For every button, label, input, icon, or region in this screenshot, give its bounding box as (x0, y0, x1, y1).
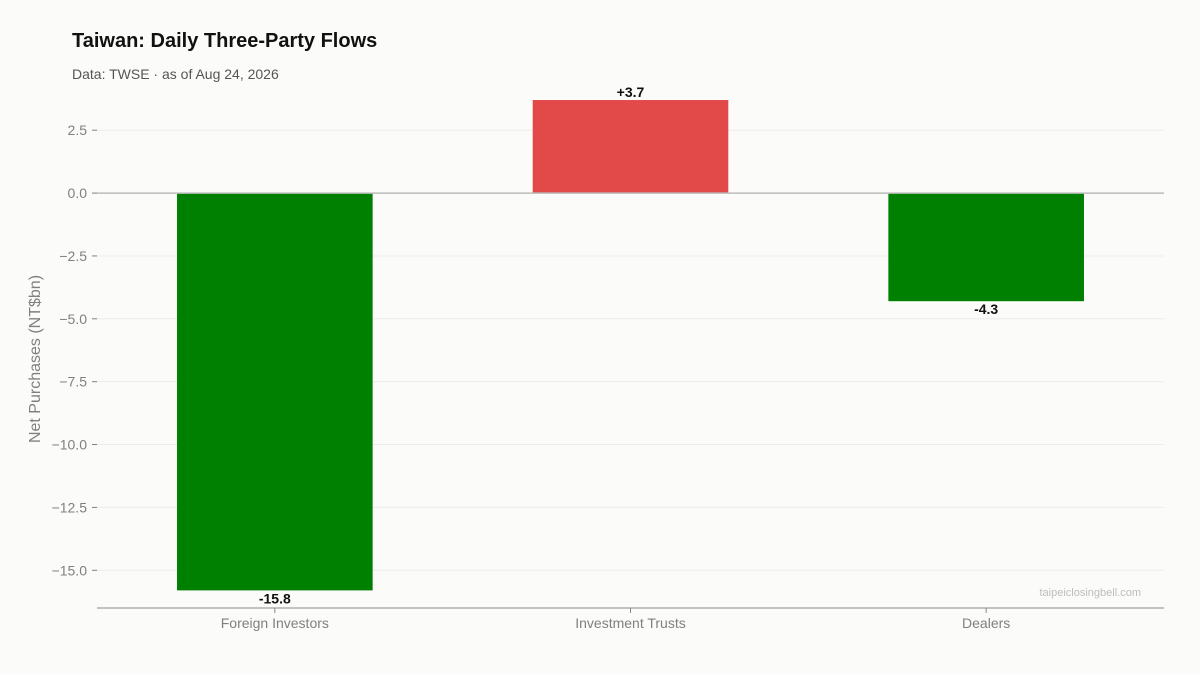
value-labels: -15.8 +3.7 -4.3 (259, 84, 999, 606)
bar-value-label: +3.7 (617, 84, 645, 100)
bars (177, 100, 1084, 591)
bar (888, 193, 1084, 302)
bar (532, 100, 729, 194)
x-tick-label: Foreign Investors (221, 615, 329, 631)
y-tick-label: −2.5 (59, 248, 87, 264)
y-tick-label: −7.5 (59, 374, 87, 390)
y-tick-label: 2.5 (68, 122, 88, 138)
y-tick-label: 0.0 (68, 185, 88, 201)
y-tick-label: −15.0 (52, 562, 88, 578)
x-tick-label: Dealers (962, 615, 1010, 631)
bar-value-label: -4.3 (974, 301, 998, 317)
axes: 2.5 0.0 −2.5 −5.0 −7.5 −10.0 −12.5 −15.0 Foreign… (52, 122, 1164, 631)
y-tick-label: −12.5 (52, 499, 88, 515)
bar (177, 193, 373, 591)
chart-title: Taiwan: Daily Three-Party Flows (72, 30, 377, 52)
chart-subtitle: Data: TWSE · as of Aug 24, 2026 (72, 66, 279, 82)
x-tick-label: Investment Trusts (575, 615, 685, 631)
y-tick-label: −5.0 (59, 311, 87, 327)
watermark: taipeiclosingbell.com (1040, 587, 1142, 599)
bar-value-label: -15.8 (259, 590, 291, 606)
y-tick-label: −10.0 (52, 437, 88, 453)
y-axis-label: Net Purchases (NT$bn) (27, 275, 44, 443)
